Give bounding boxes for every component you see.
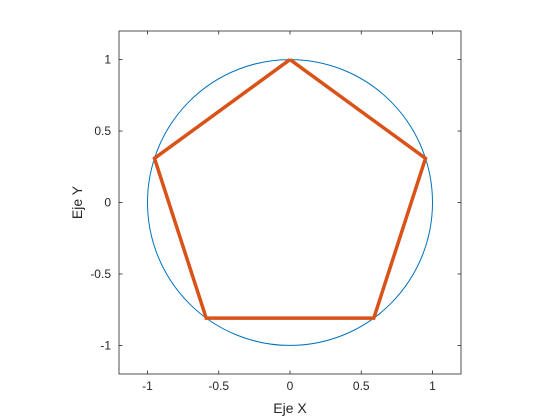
y-tick-label: 1 [104, 53, 111, 67]
y-tick-label: -1 [100, 338, 111, 352]
x-tick-label: -0.5 [208, 379, 229, 393]
y-tick-label: -0.5 [90, 267, 111, 281]
y-tick-label: 0 [104, 196, 111, 210]
axes: -1 -0.5 0 0.5 1 -1 -0.5 0 0.5 1 [90, 30, 462, 393]
x-tick-label: 1 [429, 379, 436, 393]
y-tick-label: 0.5 [94, 124, 111, 138]
x-tick-label: 0 [287, 379, 294, 393]
x-axis-label: Eje X [273, 400, 307, 416]
x-tick-label: 0.5 [353, 379, 370, 393]
y-axis-label: Eje Y [69, 185, 85, 219]
x-tick-label: -1 [142, 379, 153, 393]
plot-area [147, 58, 433, 346]
series-pentagon-line [152, 58, 428, 320]
axis-labels: Eje X Eje Y [69, 185, 307, 416]
